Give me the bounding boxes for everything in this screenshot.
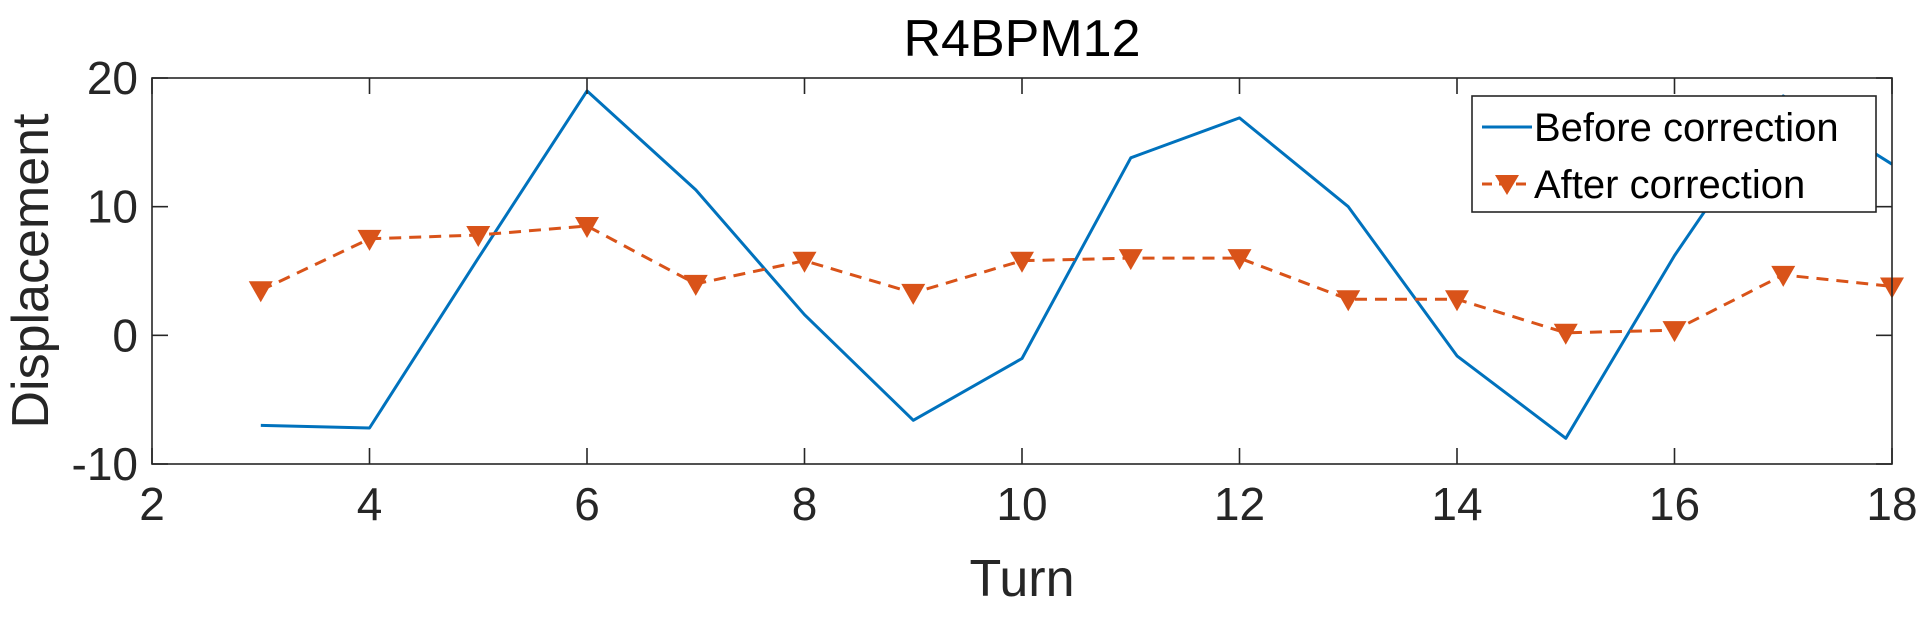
series-line-0 xyxy=(260,89,1893,440)
data-point-marker xyxy=(901,283,926,305)
data-point-marker xyxy=(1445,290,1469,312)
legend-label-after: After correction xyxy=(1534,163,1805,207)
legend-marker-after xyxy=(1495,175,1519,195)
x-tick-label: 4 xyxy=(357,478,383,530)
x-tick-label: 2 xyxy=(139,478,165,530)
series-line-1 xyxy=(260,224,1893,335)
data-point-marker xyxy=(1771,265,1796,287)
x-tick-label: 8 xyxy=(792,478,818,530)
series-layer xyxy=(248,89,1904,440)
data-point-marker xyxy=(575,216,599,238)
x-tick-label: 10 xyxy=(996,478,1047,530)
data-point-marker xyxy=(1010,251,1034,273)
data-point-marker xyxy=(1118,249,1143,271)
x-axis-label: Turn xyxy=(970,550,1075,608)
data-point-marker xyxy=(466,225,491,247)
x-tick-label: 18 xyxy=(1866,478,1917,530)
x-ticks: 2 4 6 8 10 12 14 16 18 xyxy=(139,78,1918,530)
data-point-marker xyxy=(248,281,273,303)
y-tick-label: 10 xyxy=(87,181,138,233)
legend-box xyxy=(1471,95,1877,213)
data-point-marker xyxy=(1227,249,1252,271)
data-point-marker xyxy=(683,274,708,296)
legend: Before correction After correction xyxy=(1471,95,1877,213)
y-tick-label: 0 xyxy=(112,309,138,361)
data-point-marker xyxy=(1336,290,1361,312)
chart-title: R4BPM12 xyxy=(904,10,1141,68)
x-tick-label: 12 xyxy=(1214,478,1265,530)
y-axis-label: Displacement xyxy=(2,113,60,429)
y-tick-label: 20 xyxy=(87,52,138,104)
data-point-marker xyxy=(1553,323,1578,345)
x-tick-label: 14 xyxy=(1431,478,1482,530)
data-point-marker xyxy=(1662,321,1687,343)
y-tick-label: -10 xyxy=(72,438,138,490)
y-ticks: -10 0 10 20 xyxy=(72,52,1892,490)
data-point-marker xyxy=(357,229,382,251)
x-tick-label: 16 xyxy=(1649,478,1700,530)
x-tick-label: 6 xyxy=(574,478,600,530)
legend-label-before: Before correction xyxy=(1534,106,1839,150)
data-point-marker xyxy=(792,251,817,273)
